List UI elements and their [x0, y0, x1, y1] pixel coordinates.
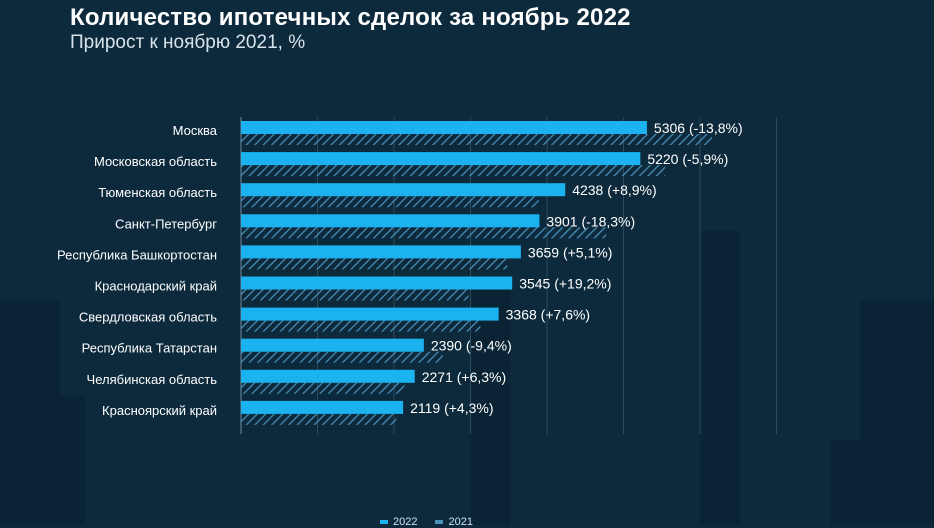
- bar-2021: [241, 289, 469, 301]
- background-block: [860, 300, 934, 525]
- chart-title: Количество ипотечных сделок за ноябрь 20…: [70, 4, 631, 31]
- bar-2021: [241, 258, 508, 270]
- data-label: 5220 (-5,9%): [647, 151, 728, 167]
- bar-2021: [241, 165, 666, 177]
- data-label: 5306 (-13,8%): [654, 120, 743, 136]
- category-label: Челябинская область: [87, 372, 218, 387]
- data-label: 3368 (+7,6%): [506, 307, 590, 323]
- bar-2022: [241, 152, 641, 166]
- data-label: 2271 (+6,3%): [422, 369, 506, 385]
- legend-label-2021: 2021: [448, 516, 473, 528]
- bar-2021: [241, 196, 539, 208]
- bar-2022: [241, 245, 521, 259]
- category-label: Республика Татарстан: [82, 341, 217, 356]
- bar-2021: [241, 351, 443, 363]
- legend-swatch-2022: [380, 520, 388, 524]
- category-label: Тюменская область: [98, 185, 217, 200]
- data-label: 4238 (+8,9%): [572, 182, 656, 198]
- bar-2021: [241, 382, 405, 394]
- bar-2022: [241, 121, 647, 134]
- data-label: 3901 (-18,3%): [546, 213, 635, 229]
- chart-subtitle: Прирост к ноябрю 2021, %: [70, 32, 306, 53]
- legend-item-2021: 2021: [435, 516, 473, 528]
- category-label: Республика Башкортостан: [57, 247, 217, 262]
- category-label: Красноярский край: [102, 403, 217, 418]
- category-label: Краснодарский край: [95, 279, 217, 294]
- data-label: 3545 (+19,2%): [519, 276, 611, 292]
- bar-2022: [241, 338, 424, 352]
- data-label: 2119 (+4,3%): [410, 400, 493, 416]
- bar-2021: [241, 320, 481, 332]
- background-block: [0, 300, 60, 525]
- category-label: Санкт-Петербург: [115, 216, 217, 231]
- bar-2021: [241, 227, 607, 239]
- legend-label-2022: 2022: [393, 516, 418, 528]
- data-label: 3659 (+5,1%): [528, 244, 612, 260]
- data-label: 2390 (-9,4%): [431, 338, 512, 354]
- bar-2022: [241, 400, 404, 414]
- bar-2022: [241, 369, 415, 383]
- legend-item-2022: 2022: [380, 516, 417, 528]
- category-label: Московская область: [94, 154, 217, 169]
- chart-legend: 2022 2021: [380, 516, 473, 528]
- background-block: [700, 230, 740, 525]
- bar-2021: [241, 134, 712, 145]
- bar-2022: [241, 183, 566, 197]
- category-label: Москва: [173, 123, 218, 138]
- bar-2022: [241, 276, 513, 290]
- category-label: Свердловская область: [79, 310, 217, 325]
- background-block: [55, 395, 85, 525]
- bar-2022: [241, 307, 499, 321]
- bar-2022: [241, 214, 540, 228]
- bar-2021: [241, 413, 397, 425]
- legend-swatch-2021: [435, 520, 444, 524]
